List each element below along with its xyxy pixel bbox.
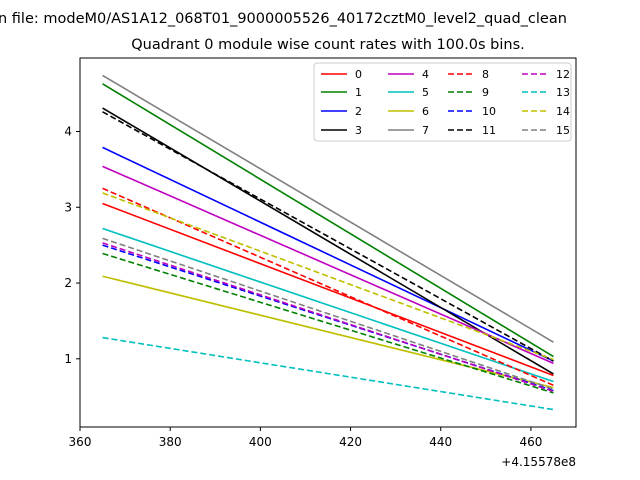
series-line-7 bbox=[102, 74, 554, 343]
series-line-0 bbox=[102, 202, 554, 377]
legend-label-13: 13 bbox=[556, 86, 570, 99]
legend-box bbox=[313, 62, 572, 142]
series-line-6 bbox=[102, 275, 554, 389]
series-layer bbox=[102, 74, 554, 411]
x-tick-label: 360 bbox=[69, 435, 92, 449]
series-line-3 bbox=[102, 107, 554, 375]
series-line-9 bbox=[102, 252, 554, 394]
chart-title: Quadrant 0 module wise count rates with … bbox=[131, 37, 525, 53]
x-tick-label: 400 bbox=[249, 435, 272, 449]
series-line-13 bbox=[102, 336, 554, 411]
legend-label-1: 1 bbox=[355, 86, 362, 99]
legend-label-14: 14 bbox=[556, 105, 570, 118]
legend-label-0: 0 bbox=[355, 68, 362, 81]
series-line-14 bbox=[102, 192, 554, 361]
y-tick-label: 2 bbox=[64, 276, 72, 290]
series-line-4 bbox=[102, 165, 554, 365]
legend-label-3: 3 bbox=[355, 124, 362, 137]
legend-label-8: 8 bbox=[482, 68, 489, 81]
series-line-15 bbox=[102, 237, 554, 390]
legend-label-4: 4 bbox=[422, 68, 429, 81]
legend-label-15: 15 bbox=[556, 124, 570, 137]
legend-label-10: 10 bbox=[482, 105, 496, 118]
y-tick-label: 3 bbox=[64, 200, 72, 214]
legend-label-9: 9 bbox=[482, 86, 489, 99]
x-axis: 360 380 400 420 440 460 bbox=[69, 427, 542, 449]
x-axis-offset-label: +4.15578e8 bbox=[501, 455, 576, 469]
legend-label-7: 7 bbox=[422, 124, 429, 137]
series-line-12 bbox=[102, 242, 554, 393]
legend-label-2: 2 bbox=[355, 105, 362, 118]
x-tick-label: 440 bbox=[429, 435, 452, 449]
series-line-5 bbox=[102, 227, 554, 383]
series-line-8 bbox=[102, 187, 554, 387]
legend-label-6: 6 bbox=[422, 105, 429, 118]
y-tick-label: 1 bbox=[64, 352, 72, 366]
figure-suptitle: n file: modeM0/AS1A12_068T01_9000005526_… bbox=[0, 11, 567, 27]
series-line-1 bbox=[102, 83, 554, 358]
plot-frame bbox=[79, 57, 577, 428]
legend-label-5: 5 bbox=[422, 86, 429, 99]
legend-label-11: 11 bbox=[482, 124, 496, 137]
x-tick-label: 460 bbox=[519, 435, 542, 449]
series-line-2 bbox=[102, 146, 554, 362]
legend-label-12: 12 bbox=[556, 68, 570, 81]
x-tick-label: 420 bbox=[339, 435, 362, 449]
y-tick-label: 4 bbox=[64, 124, 72, 138]
y-axis: 1 2 3 4 bbox=[64, 124, 80, 366]
x-tick-label: 380 bbox=[159, 435, 182, 449]
series-line-11 bbox=[102, 111, 554, 362]
